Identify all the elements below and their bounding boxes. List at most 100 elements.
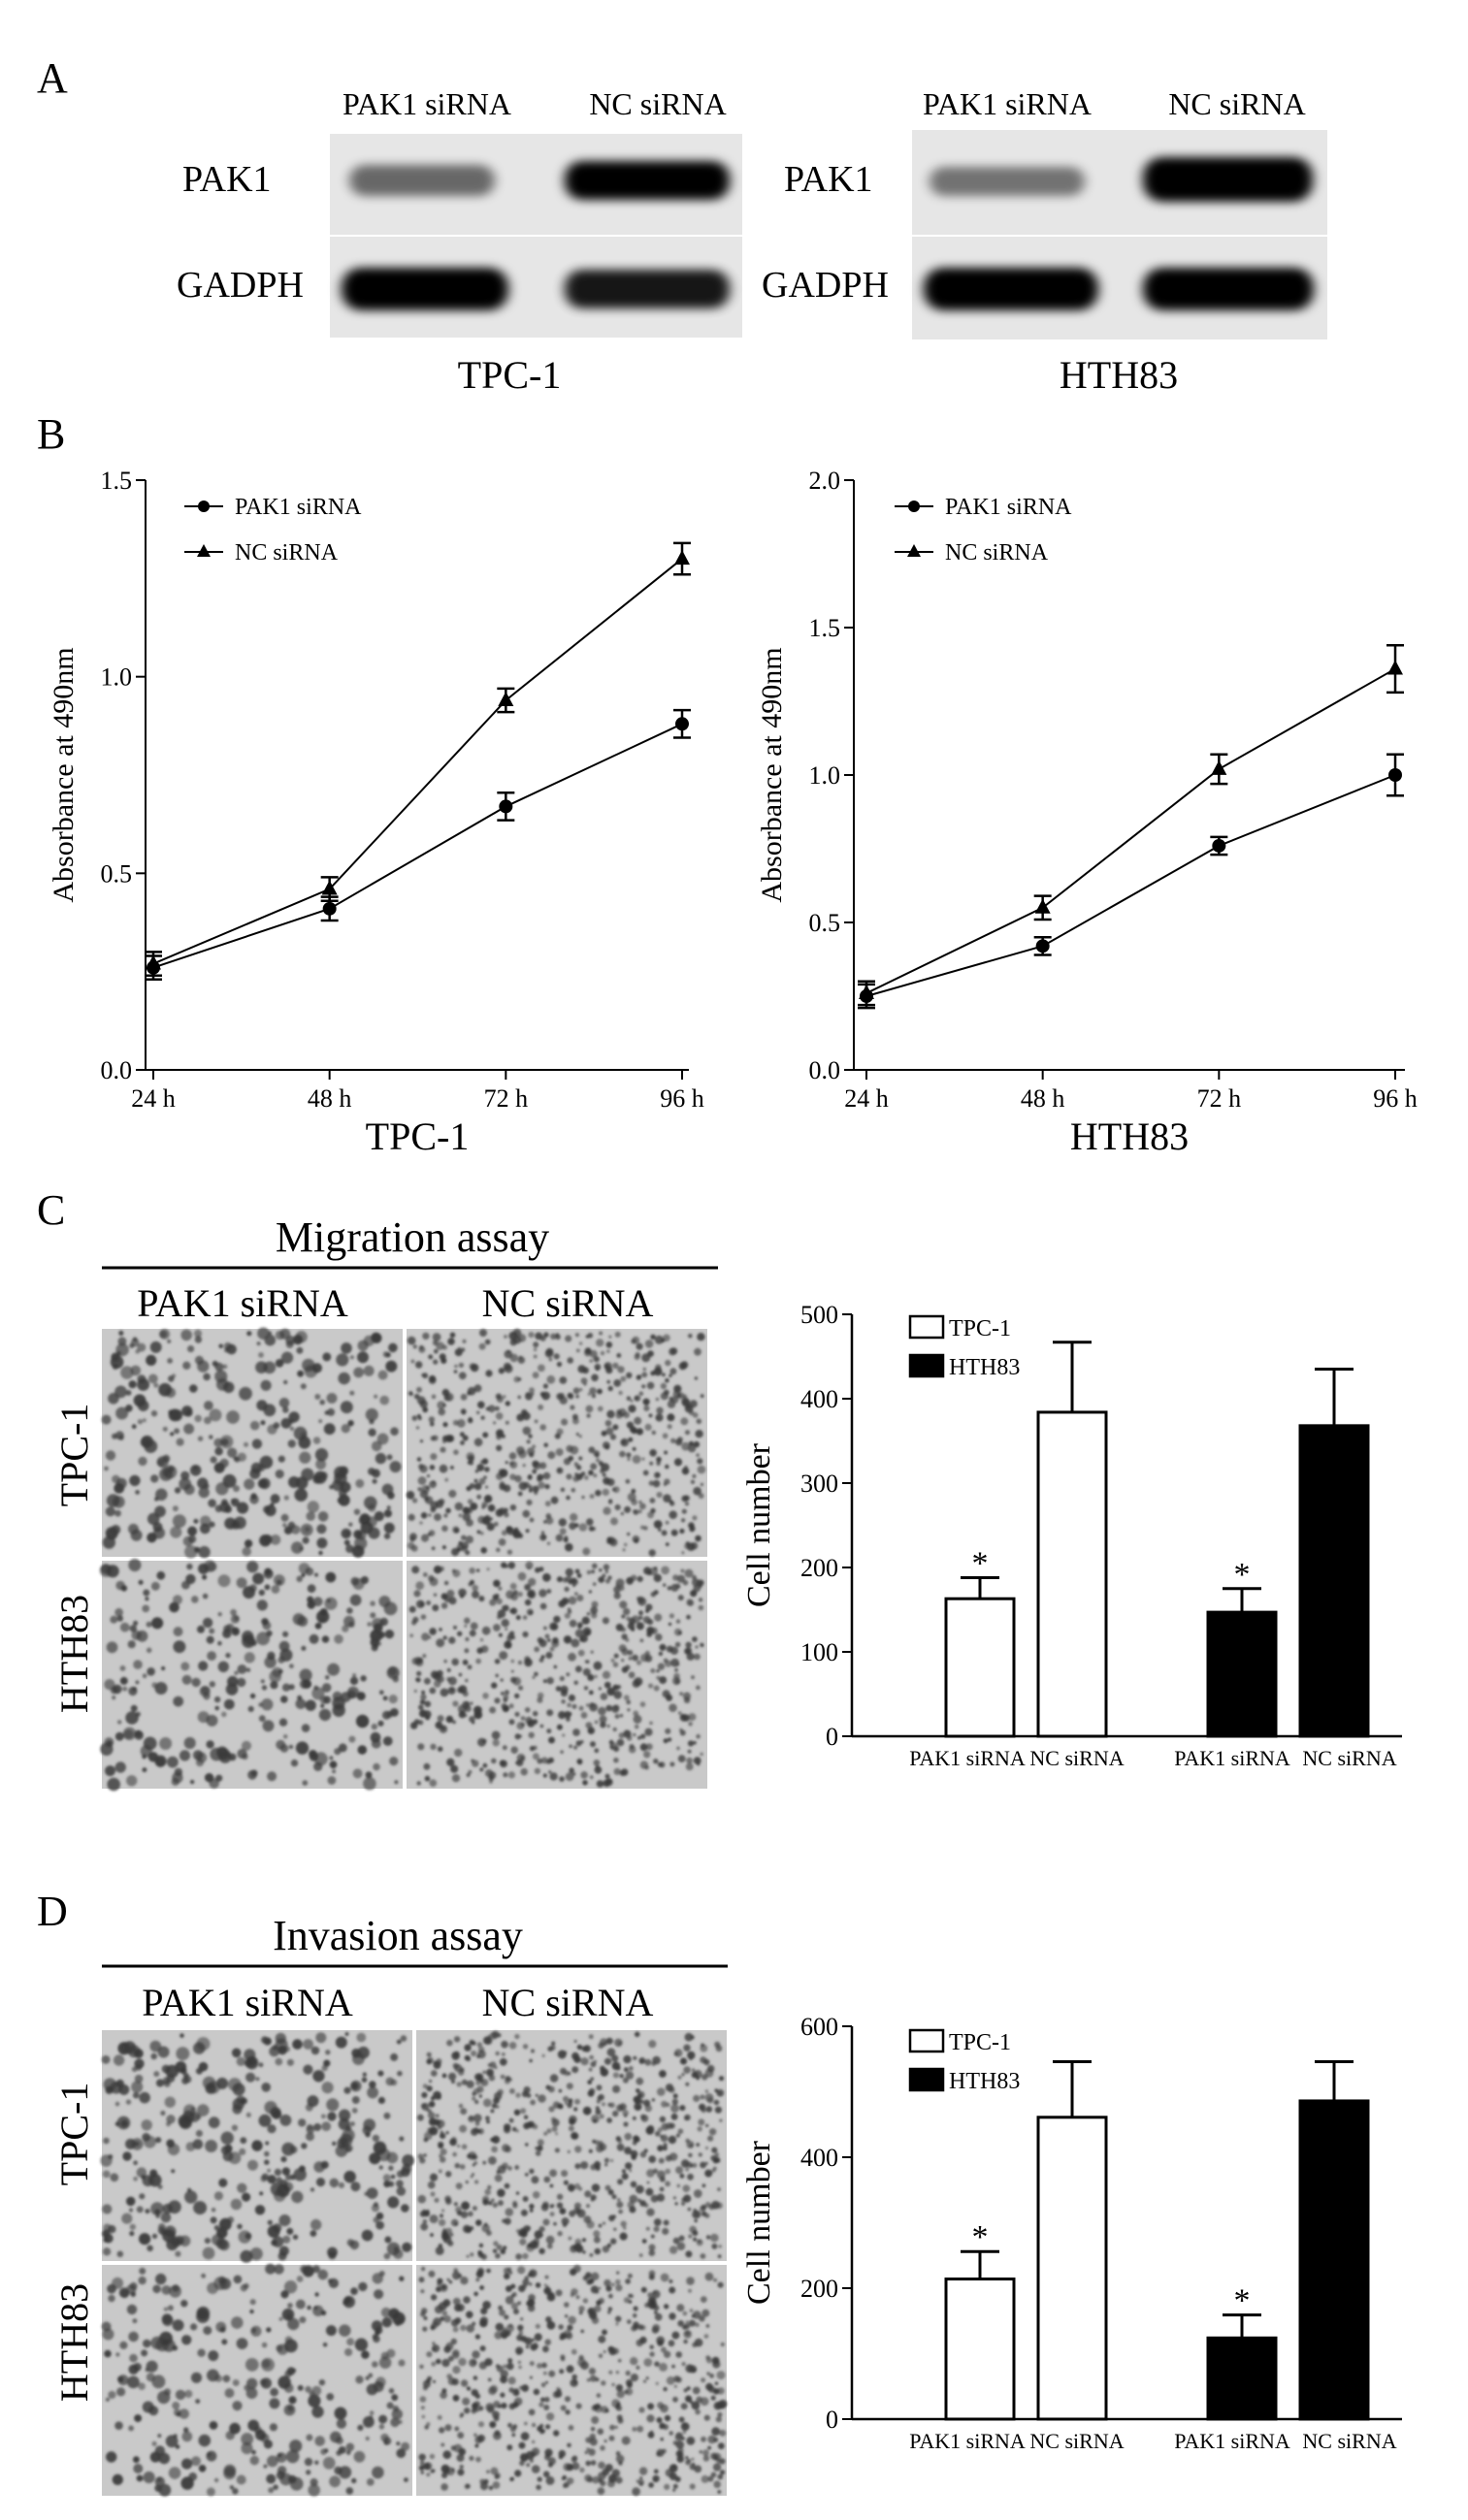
micrograph-image — [407, 1561, 707, 1789]
stained-cell — [275, 1359, 284, 1368]
stained-cell — [524, 1707, 531, 1713]
stained-cell — [299, 2316, 307, 2324]
stained-cell — [220, 2131, 234, 2145]
stained-cell — [646, 2181, 650, 2184]
stained-cell — [504, 1690, 510, 1696]
stained-cell — [480, 1460, 484, 1464]
stained-cell — [707, 2475, 714, 2482]
stained-cell — [193, 1329, 203, 1338]
stained-cell — [447, 2355, 454, 2362]
stained-cell — [574, 1665, 582, 1673]
stained-cell — [581, 2046, 588, 2052]
stained-cell — [108, 2390, 116, 2400]
stained-cell — [717, 2490, 722, 2494]
stained-cell — [421, 1690, 426, 1695]
stained-cell — [481, 1516, 491, 1526]
stained-cell — [513, 2309, 519, 2315]
stained-cell — [558, 1711, 567, 1720]
stained-cell — [357, 2046, 370, 2059]
panel-letter-c: C — [37, 1186, 65, 1234]
stained-cell — [591, 1394, 597, 1399]
legend-swatch — [908, 2028, 945, 2053]
stained-cell — [266, 2327, 272, 2333]
stained-cell — [159, 1737, 173, 1750]
stained-cell — [263, 2464, 268, 2469]
stained-cell — [663, 1334, 670, 1342]
stained-cell — [689, 2309, 694, 2313]
stained-cell — [678, 2416, 685, 2423]
stained-cell — [573, 2040, 577, 2043]
stained-cell — [701, 2377, 706, 2383]
stained-cell — [681, 1441, 690, 1451]
stained-cell — [598, 2478, 603, 2483]
stained-cell — [459, 2464, 464, 2470]
stained-cell — [329, 2475, 341, 2488]
stained-cell — [437, 1401, 445, 1409]
stained-cell — [558, 2088, 563, 2093]
stained-cell — [679, 1692, 684, 1696]
stained-cell — [571, 1638, 580, 1648]
stained-cell — [547, 1451, 556, 1460]
stained-cell — [585, 2460, 591, 2467]
stained-cell — [428, 1354, 434, 1360]
stained-cell — [510, 1659, 515, 1664]
stained-cell — [691, 2071, 699, 2079]
stained-cell — [577, 1761, 583, 1765]
stained-cell — [107, 1777, 120, 1792]
stained-cell — [615, 2405, 619, 2409]
stained-cell — [341, 1342, 352, 1354]
stained-cell — [596, 1339, 604, 1347]
stained-cell — [324, 2448, 329, 2453]
stained-cell — [605, 1341, 613, 1348]
stained-cell — [555, 1686, 562, 1692]
stained-cell — [685, 1641, 692, 1649]
stained-cell — [567, 1607, 571, 1611]
stained-cell — [491, 2198, 495, 2202]
stained-cell — [532, 2123, 538, 2130]
stained-cell — [327, 2112, 337, 2121]
stained-cell — [313, 2123, 322, 2131]
stained-cell — [526, 2225, 532, 2231]
stained-cell — [657, 1663, 666, 1670]
stained-cell — [430, 1501, 439, 1510]
stained-cell — [485, 2116, 490, 2121]
stained-cell — [697, 2126, 702, 2132]
stained-cell — [610, 1658, 615, 1663]
stained-cell — [481, 1504, 486, 1509]
stained-cell — [604, 2157, 610, 2163]
stained-cell — [663, 2143, 668, 2148]
stained-cell — [653, 1590, 659, 1596]
stained-cell — [301, 1724, 310, 1732]
stained-cell — [307, 1501, 319, 1513]
stained-cell — [448, 1597, 457, 1605]
stained-cell — [633, 1732, 636, 1737]
stained-cell — [512, 2388, 520, 2397]
stained-cell — [613, 1379, 622, 1387]
stained-cell — [472, 1760, 479, 1767]
stained-cell — [680, 1417, 689, 1426]
stained-cell — [321, 2121, 332, 2132]
stained-cell — [591, 1600, 599, 1608]
stained-cell — [518, 2385, 524, 2390]
stained-cell — [149, 1341, 162, 1353]
stained-cell — [481, 1458, 489, 1465]
stained-cell — [114, 1482, 125, 1494]
stained-cell — [452, 2366, 461, 2375]
stained-cell — [632, 2487, 640, 2497]
stained-cell — [696, 2143, 701, 2148]
stained-cell — [434, 2118, 441, 2126]
stained-cell — [537, 2139, 544, 2147]
stained-cell — [597, 1405, 604, 1412]
stained-cell — [115, 2352, 120, 2357]
stained-cell — [466, 1519, 473, 1527]
stained-cell — [535, 2150, 541, 2156]
stained-cell — [198, 1486, 210, 1499]
stained-cell — [504, 1335, 507, 1339]
stained-cell — [534, 1671, 538, 1677]
stained-cell — [172, 2319, 184, 2332]
stained-cell — [479, 2478, 486, 2485]
stained-cell — [665, 2154, 672, 2162]
stained-cell — [135, 1490, 141, 1495]
stained-cell — [365, 1407, 378, 1422]
stained-cell — [429, 1465, 436, 1470]
